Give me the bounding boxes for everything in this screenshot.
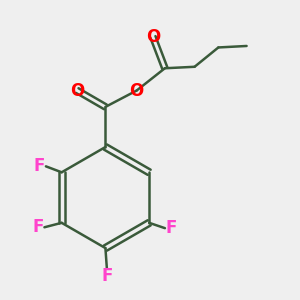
Text: F: F — [101, 267, 112, 285]
Text: O: O — [130, 82, 144, 100]
Text: O: O — [70, 82, 84, 100]
Text: F: F — [34, 157, 45, 175]
Text: F: F — [32, 218, 44, 236]
Text: F: F — [166, 219, 177, 237]
Text: O: O — [146, 28, 160, 46]
